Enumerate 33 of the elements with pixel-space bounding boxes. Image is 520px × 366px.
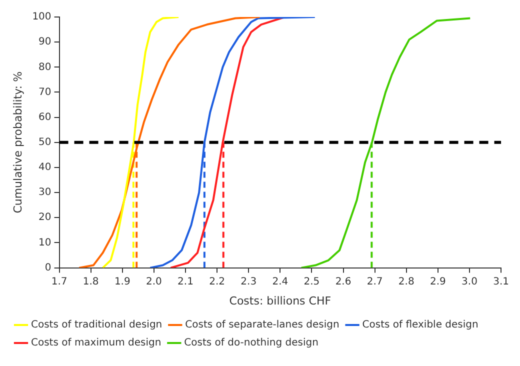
y-tick-label: 40: [38, 162, 52, 174]
x-tick-label: 1.7: [51, 276, 68, 288]
legend-label: Costs of flexible design: [362, 320, 478, 331]
x-tick-label: 3.1: [493, 276, 509, 288]
x-tick-label: 2.8: [398, 276, 414, 288]
y-tick-label: 90: [38, 36, 52, 48]
y-tick-label: 60: [38, 112, 52, 123]
y-tick-label: 30: [38, 187, 52, 198]
y-tick-label: 0: [44, 262, 52, 274]
legend-label: Costs of traditional design: [31, 320, 162, 331]
x-tick-label: 2.9: [430, 276, 446, 288]
x-tick-label: 2.1: [178, 276, 194, 288]
y-tick-label: 20: [38, 212, 52, 224]
x-tick-label: 2.5: [304, 276, 320, 288]
x-tick-label: 2.0: [146, 276, 162, 288]
x-tick-label: 2.7: [366, 276, 383, 288]
legend-label: Costs of separate-lanes design: [185, 320, 340, 331]
y-tick-label: 70: [38, 86, 52, 98]
x-tick-label: 2.4: [272, 276, 288, 288]
x-tick-label: 3.0: [462, 276, 478, 288]
legend-label: Costs of do-nothing design: [184, 338, 318, 349]
y-tick-label: 10: [38, 237, 52, 248]
x-tick-label: 2.6: [335, 276, 352, 288]
x-axis-title: Costs: billions CHF: [229, 294, 332, 308]
y-tick-label: 50: [38, 136, 52, 148]
x-tick-label: 1.9: [114, 276, 130, 288]
y-tick-label: 100: [32, 12, 52, 23]
x-tick-label: 2.3: [240, 276, 257, 288]
x-tick-label: 2.2: [209, 276, 226, 288]
y-tick-label: 80: [38, 62, 52, 73]
x-tick-label: 1.8: [82, 276, 99, 288]
legend-label: Costs of maximum design: [31, 338, 162, 349]
y-axis-title: Cumulative probability: %: [11, 71, 24, 214]
